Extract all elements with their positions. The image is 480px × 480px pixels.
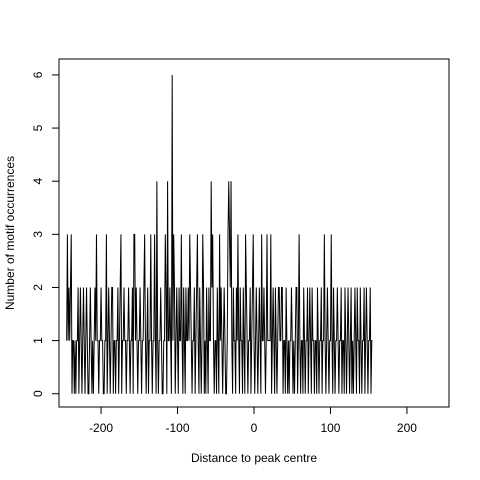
y-tick-label: 4 xyxy=(31,178,45,185)
x-tick-label: -100 xyxy=(166,421,190,435)
y-tick-label: 5 xyxy=(31,124,45,131)
y-tick-label: 1 xyxy=(31,337,45,344)
series-line xyxy=(66,74,373,395)
y-axis-ticks: 0 1 2 3 4 5 6 xyxy=(31,71,60,397)
x-axis-label: Distance to peak centre xyxy=(191,451,317,465)
y-tick-label: 0 xyxy=(31,390,45,397)
plot-box xyxy=(58,58,450,408)
x-tick-label: -200 xyxy=(89,421,113,435)
y-tick-label: 6 xyxy=(31,71,45,78)
x-tick-label: 100 xyxy=(320,421,340,435)
series-layer xyxy=(66,74,373,395)
x-axis-ticks: -200 -100 0 100 200 xyxy=(89,406,417,435)
y-tick-label: 2 xyxy=(31,284,45,291)
y-tick-label: 3 xyxy=(31,231,45,238)
x-tick-label: 200 xyxy=(397,421,417,435)
x-tick-label: 0 xyxy=(251,421,258,435)
y-axis-label: Number of motif occurrences xyxy=(3,156,17,310)
